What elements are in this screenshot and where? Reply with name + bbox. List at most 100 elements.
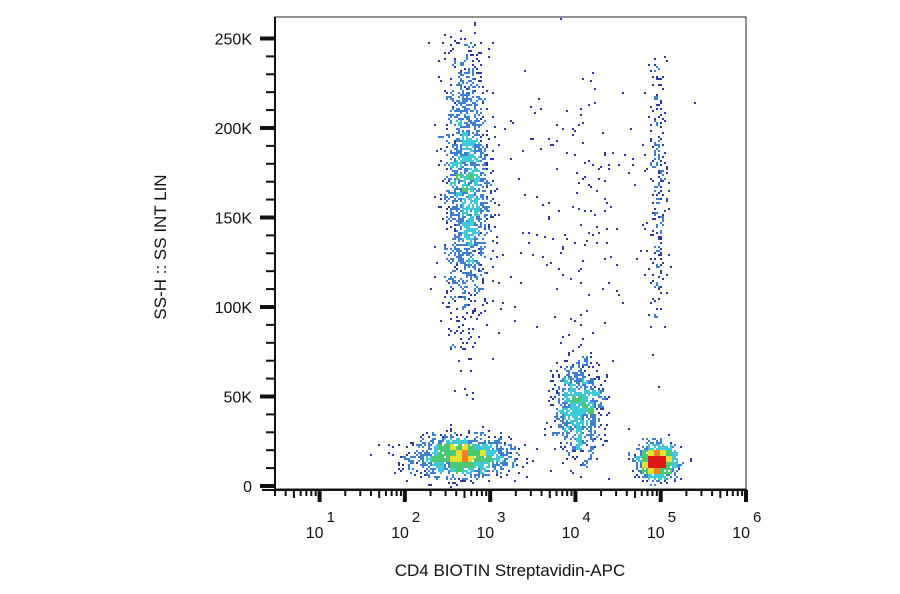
data-point	[484, 454, 486, 456]
data-point	[456, 188, 458, 190]
data-point	[566, 152, 568, 154]
data-point	[606, 398, 608, 400]
data-point	[594, 214, 596, 216]
data-point	[582, 442, 584, 444]
data-point	[654, 120, 656, 122]
data-point	[506, 450, 508, 452]
data-point	[658, 182, 660, 184]
data-point	[662, 170, 664, 172]
data-point	[462, 130, 464, 132]
data-point	[650, 450, 652, 452]
data-point	[628, 172, 630, 174]
data-point	[644, 448, 646, 450]
data-point	[446, 182, 448, 184]
data-point	[668, 466, 670, 468]
data-point	[470, 220, 472, 222]
data-point	[582, 450, 584, 452]
data-point	[440, 448, 442, 450]
data-point	[446, 248, 448, 250]
data-point	[564, 428, 566, 430]
data-point	[606, 242, 608, 244]
data-point	[582, 364, 584, 366]
data-point	[462, 148, 464, 150]
data-point	[640, 460, 642, 462]
data-point	[458, 124, 460, 126]
y-tick-label: 100K	[215, 300, 253, 317]
data-point	[564, 396, 566, 398]
data-point	[612, 360, 614, 362]
data-point	[586, 380, 588, 382]
data-point	[436, 454, 438, 456]
data-point	[456, 110, 458, 112]
data-point	[662, 214, 664, 216]
data-point	[646, 442, 648, 444]
data-point	[616, 290, 618, 292]
data-point	[440, 198, 442, 200]
data-point	[466, 178, 468, 180]
data-point	[574, 418, 576, 420]
data-point	[426, 468, 428, 470]
data-point	[456, 84, 458, 86]
data-point	[466, 168, 468, 170]
data-point	[592, 438, 594, 440]
data-point	[452, 156, 454, 158]
data-point	[596, 394, 598, 396]
data-point	[424, 462, 426, 464]
data-point	[452, 448, 454, 450]
data-point	[552, 374, 554, 376]
data-point	[446, 444, 448, 446]
data-point	[452, 206, 454, 208]
data-point	[402, 468, 404, 470]
data-point	[416, 454, 418, 456]
data-point	[492, 466, 494, 468]
data-point	[486, 444, 488, 446]
data-point	[482, 472, 484, 474]
data-point	[508, 452, 510, 454]
data-point	[484, 98, 486, 100]
data-point	[646, 250, 648, 252]
data-point	[458, 168, 460, 170]
data-point	[510, 276, 512, 278]
data-point	[460, 104, 462, 106]
data-point	[486, 134, 488, 136]
data-point	[564, 406, 566, 408]
data-point	[584, 436, 586, 438]
data-point	[568, 376, 570, 378]
data-point	[494, 126, 496, 128]
data-point	[474, 242, 476, 244]
data-point	[650, 470, 652, 472]
data-point	[448, 448, 450, 450]
data-point	[462, 252, 464, 254]
data-point	[474, 156, 476, 158]
data-point	[472, 218, 474, 220]
data-point	[452, 108, 454, 110]
data-point	[488, 430, 490, 432]
data-point	[460, 120, 462, 122]
data-point	[556, 370, 558, 372]
data-point	[458, 470, 460, 472]
data-point	[466, 58, 468, 60]
data-point	[578, 422, 580, 424]
data-point	[470, 238, 472, 240]
data-point	[646, 472, 648, 474]
data-point	[656, 472, 658, 474]
data-point	[476, 174, 478, 176]
data-point	[466, 92, 468, 94]
data-point	[570, 376, 572, 378]
data-point	[450, 452, 452, 454]
data-point	[452, 98, 454, 100]
data-point	[488, 456, 490, 458]
data-point	[578, 438, 580, 440]
data-point	[450, 216, 452, 218]
data-point	[474, 166, 476, 168]
data-point	[570, 378, 572, 380]
data-point	[668, 448, 670, 450]
x-tick-exponent: 6	[753, 509, 761, 526]
data-point	[678, 468, 680, 470]
data-point	[448, 52, 450, 54]
data-point	[574, 396, 576, 398]
data-point	[468, 432, 470, 434]
data-point	[580, 412, 582, 414]
data-point	[490, 172, 492, 174]
data-point	[564, 376, 566, 378]
